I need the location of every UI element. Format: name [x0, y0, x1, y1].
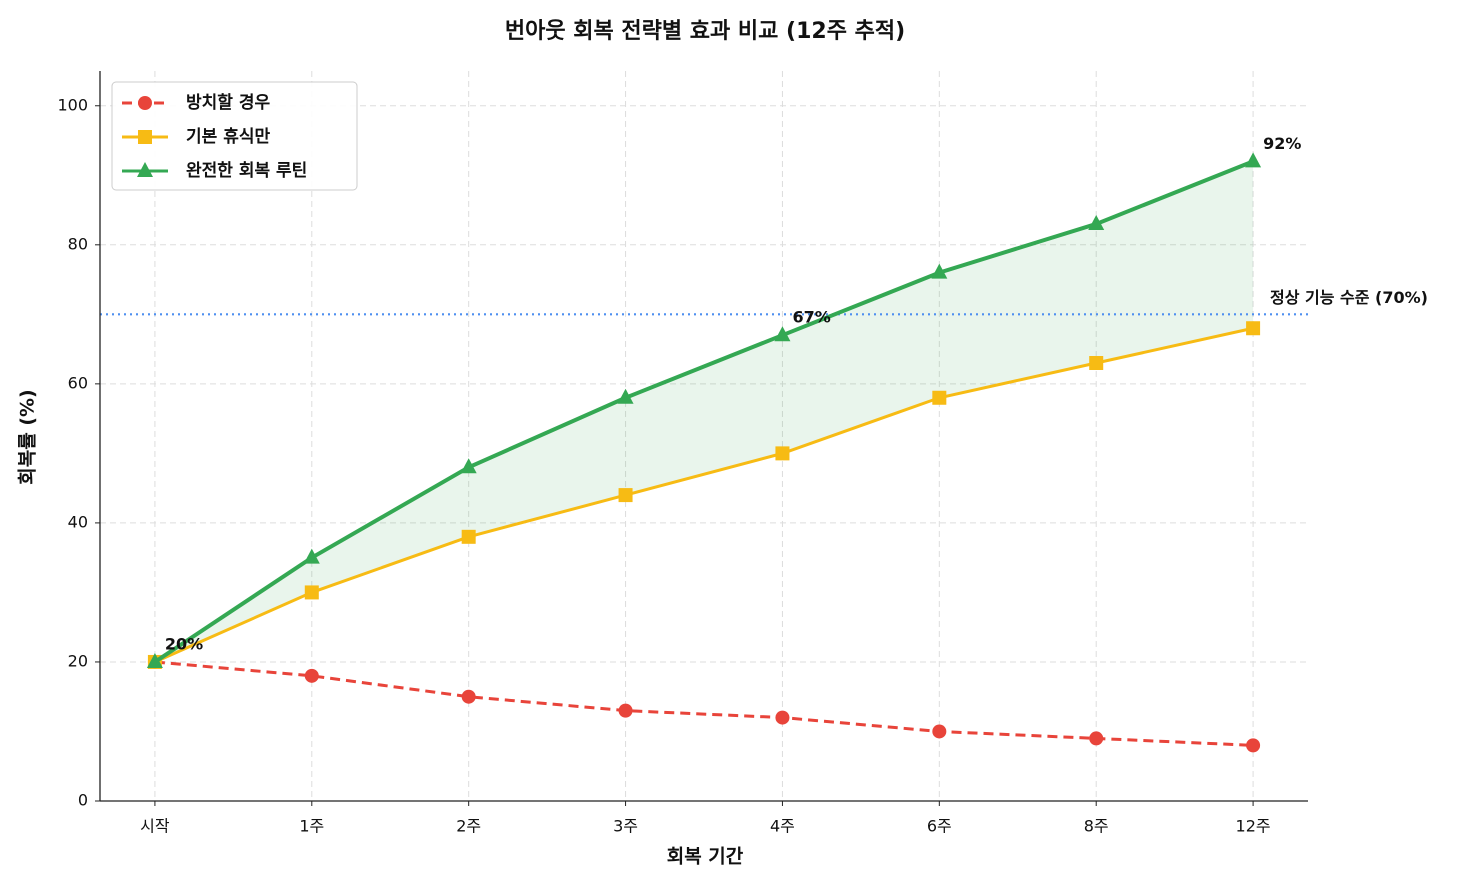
marker: [303, 548, 320, 564]
line: [154, 326, 1254, 664]
reference-label: 정상 기능 수준 (70%): [1270, 288, 1428, 307]
marker: [1089, 356, 1104, 370]
marker: [1245, 152, 1262, 168]
line: [153, 159, 1254, 664]
marker: [1089, 731, 1104, 746]
marker: [304, 585, 319, 600]
marker: [138, 130, 152, 144]
marker: [618, 488, 633, 503]
marker: [1246, 321, 1261, 336]
x-axis-label: 회복 기간: [667, 846, 744, 868]
x-tick-label: 6주: [927, 817, 952, 836]
x-tick-label: 2주: [456, 817, 481, 836]
x-tick-label: 4주: [770, 817, 795, 836]
marker: [774, 326, 791, 342]
data-label: 67%: [792, 308, 830, 327]
y-tick-label: 100: [57, 95, 88, 114]
y-axis-label: 회복률 (%): [17, 389, 39, 484]
marker: [1246, 738, 1261, 753]
x-tick-label: 1주: [299, 817, 324, 836]
x-tick-label: 8주: [1084, 817, 1109, 836]
y-tick-label: 0: [78, 791, 88, 810]
x-tick-label: 3주: [613, 817, 638, 836]
legend-label: 완전한 회복 루틴: [186, 161, 307, 181]
marker: [931, 263, 948, 279]
marker: [932, 390, 947, 405]
marker: [146, 652, 163, 668]
marker: [460, 458, 477, 474]
marker: [461, 529, 476, 544]
y-tick-label: 80: [68, 234, 88, 253]
marker: [932, 724, 947, 739]
y-tick-label: 20: [68, 651, 88, 670]
chart-title: 번아웃 회복 전략별 효과 비교 (12주 추적): [505, 19, 905, 44]
marker: [618, 703, 633, 718]
y-tick-label: 40: [68, 512, 88, 531]
marker: [1088, 214, 1105, 230]
line: [154, 660, 1254, 747]
marker: [137, 162, 153, 177]
marker: [138, 96, 152, 110]
fill-between: [154, 161, 1254, 662]
data-label: 92%: [1263, 134, 1301, 153]
marker: [461, 689, 476, 704]
marker: [617, 388, 634, 404]
marker: [775, 710, 790, 725]
legend-box: [111, 81, 358, 191]
legend-label: 기본 휴식만: [186, 126, 270, 147]
marker: [304, 668, 319, 683]
x-tick-label: 12주: [1236, 817, 1271, 836]
x-tick-label: 시작: [140, 817, 170, 836]
y-tick-label: 60: [68, 373, 88, 392]
data-label: 20%: [165, 634, 203, 653]
marker: [775, 446, 790, 461]
legend-label: 방치할 경우: [186, 93, 270, 113]
